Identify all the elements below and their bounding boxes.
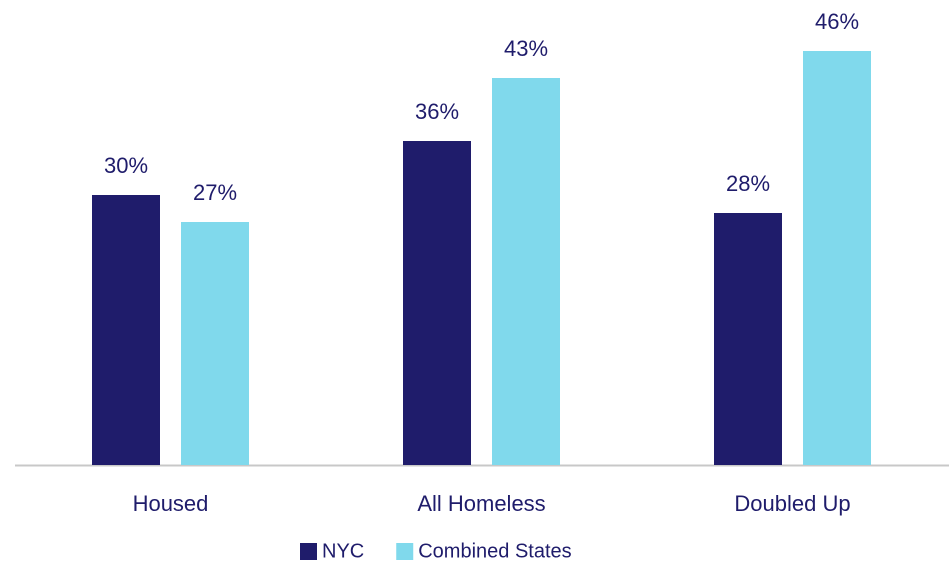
data-label: 43%: [504, 36, 548, 61]
bar: [492, 78, 560, 465]
bar: [181, 222, 249, 465]
x-tick-label: All Homeless: [417, 491, 545, 516]
legend-swatch: [300, 543, 317, 560]
data-label: 28%: [726, 171, 770, 196]
data-label: 36%: [415, 99, 459, 124]
data-label: 46%: [815, 9, 859, 34]
bar: [92, 195, 160, 465]
legend-text: NYC: [322, 540, 364, 562]
bar: [714, 213, 782, 465]
legend-swatch: [396, 543, 414, 560]
bar: [803, 51, 871, 465]
bar: [403, 141, 471, 465]
x-tick-label: Housed: [133, 491, 209, 516]
legend-text: Combined States: [418, 540, 571, 562]
data-label: 27%: [193, 180, 237, 205]
data-label: 30%: [104, 153, 148, 178]
x-tick-label: Doubled Up: [734, 491, 850, 516]
